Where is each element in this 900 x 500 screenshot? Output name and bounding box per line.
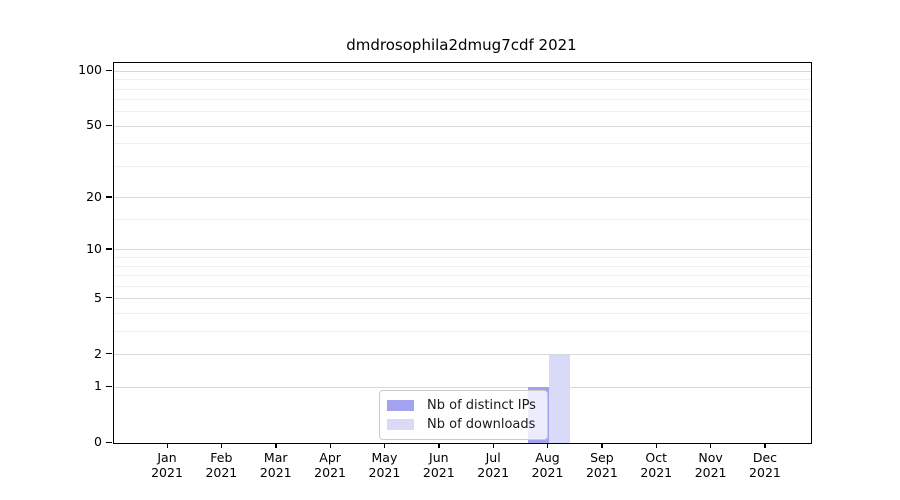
x-tick-month: Feb: [210, 450, 233, 465]
y-tick-label: 50: [86, 117, 102, 133]
x-tick-label: Dec 2021: [733, 450, 797, 480]
legend-label-downloads: Nb of downloads: [427, 417, 536, 432]
legend-label-distinct-ips: Nb of distinct IPs: [427, 398, 536, 413]
gridline-minor: [114, 265, 811, 267]
gridline-minor: [114, 275, 811, 277]
x-tick-label: Jan 2021: [135, 450, 199, 480]
x-tick-month: May: [371, 450, 398, 465]
x-tick-month: Jun: [429, 450, 449, 465]
chart-title: dmdrosophila2dmug7cdf 2021: [346, 36, 577, 54]
x-tick-year: 2021: [259, 465, 292, 480]
x-tick-year: 2021: [368, 465, 401, 480]
x-tick-month: Jan: [157, 450, 177, 465]
x-tick-label: Nov 2021: [679, 450, 743, 480]
gridline-minor: [114, 330, 811, 332]
x-tick-month: Apr: [319, 450, 341, 465]
x-tick-label: Jun 2021: [407, 450, 471, 480]
x-tick-mark: [655, 443, 658, 448]
y-tick-mark: [106, 196, 112, 198]
gridline-major: [114, 354, 811, 356]
x-tick-mark: [329, 443, 331, 448]
x-tick-label: Sep 2021: [570, 450, 634, 480]
x-tick-year: 2021: [749, 465, 781, 480]
x-tick-label: May 2021: [352, 450, 416, 480]
y-tick-mark: [106, 441, 112, 443]
x-tick-label: Apr 2021: [298, 450, 362, 480]
bar-nb-of-downloads: [548, 354, 570, 443]
gridlines-layer: [114, 63, 811, 443]
x-tick-mark: [383, 443, 386, 448]
x-tick-year: 2021: [531, 465, 564, 480]
x-tick-label: Feb 2021: [189, 450, 253, 480]
plot-area: [113, 62, 812, 444]
bars-layer: [114, 63, 811, 443]
y-tick-label: 100: [78, 62, 102, 78]
y-tick-label: 0: [94, 434, 102, 449]
x-tick-label: Jul 2021: [461, 450, 525, 480]
x-tick-mark: [710, 443, 712, 448]
y-tick-label: 20: [86, 188, 102, 204]
y-tick-label: 1: [94, 378, 102, 394]
x-tick-month: Sep: [590, 450, 614, 465]
x-tick-mark: [275, 443, 277, 448]
gridline-major: [114, 386, 811, 388]
x-tick-month: Nov: [698, 450, 723, 465]
y-tick-label: 2: [94, 345, 102, 361]
x-tick-mark: [764, 443, 766, 448]
x-tick-mark: [492, 443, 494, 448]
x-tick-month: Jul: [485, 450, 501, 465]
x-tick-year: 2021: [314, 465, 346, 480]
gridline-minor: [114, 111, 811, 113]
gridline-minor: [114, 312, 811, 314]
y-tick-mark: [106, 124, 112, 127]
gridline-minor: [114, 88, 811, 90]
x-tick-year: 2021: [585, 465, 618, 480]
y-tick-mark: [106, 248, 112, 250]
x-tick-mark: [438, 443, 440, 448]
y-tick-mark: [106, 385, 112, 387]
y-tick-mark: [106, 297, 112, 299]
x-tick-year: 2021: [422, 465, 455, 480]
x-tick-month: Aug: [535, 450, 560, 465]
gridline-minor: [114, 99, 811, 101]
x-tick-month: Mar: [263, 450, 288, 465]
gridline-minor: [114, 257, 811, 259]
x-tick-month: Dec: [752, 450, 778, 465]
gridline-major: [114, 298, 811, 300]
gridline-minor: [114, 165, 811, 167]
x-tick-mark: [601, 443, 603, 448]
gridline-major: [114, 70, 811, 72]
distinct-ips-swatch-icon: [387, 400, 414, 411]
y-tick-mark: [106, 353, 112, 355]
y-tick-label: 10: [86, 240, 102, 256]
y-tick-label: 5: [94, 289, 102, 305]
y-tick-mark: [106, 69, 112, 72]
x-tick-month: Oct: [645, 450, 668, 465]
x-tick-label: Mar 2021: [244, 450, 308, 480]
x-tick-year: 2021: [477, 465, 510, 480]
downloads-swatch-icon: [387, 419, 414, 430]
x-tick-label: Aug 2021: [516, 450, 580, 480]
x-tick-year: 2021: [640, 465, 673, 480]
gridline-major: [114, 249, 811, 251]
gridline-major: [114, 125, 811, 127]
x-tick-mark: [547, 443, 549, 448]
legend-item-downloads: Nb of downloads: [387, 415, 547, 434]
x-tick-year: 2021: [205, 465, 238, 480]
legend: Nb of distinct IPs Nb of downloads: [379, 390, 548, 440]
x-tick-year: 2021: [694, 465, 727, 480]
x-tick-year: 2021: [151, 465, 183, 480]
x-tick-mark: [166, 443, 168, 448]
legend-item-distinct-ips: Nb of distinct IPs: [387, 396, 547, 415]
gridline-minor: [114, 143, 811, 145]
x-tick-mark: [220, 443, 223, 448]
gridline-minor: [114, 79, 811, 81]
gridline-minor: [114, 219, 811, 221]
gridline-minor: [114, 285, 811, 287]
x-tick-label: Oct 2021: [624, 450, 688, 480]
gridline-major: [114, 197, 811, 199]
